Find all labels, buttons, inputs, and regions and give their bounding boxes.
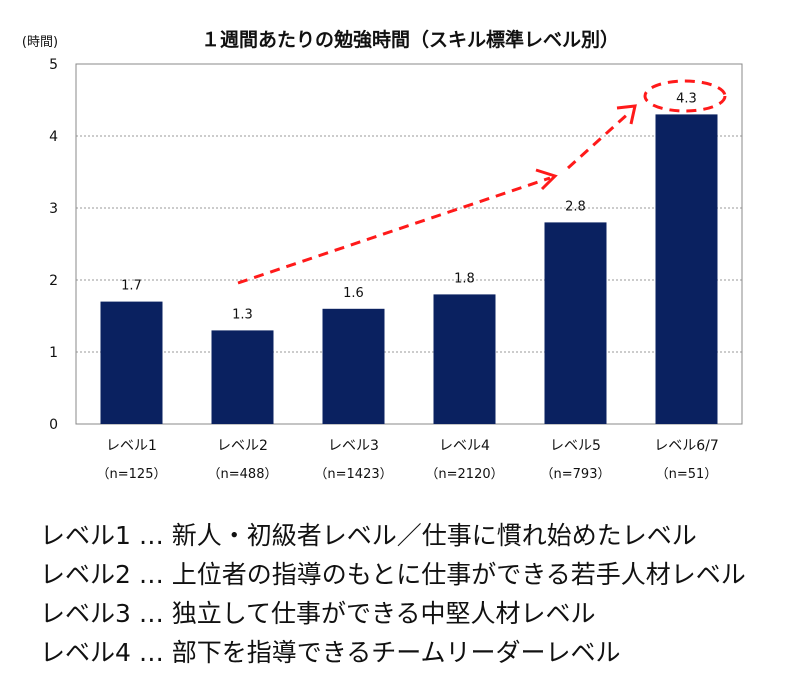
x-tick-label: レベル1 xyxy=(106,438,157,454)
sample-size-label: （n=125） xyxy=(97,467,167,482)
sample-size-label: （n=488） xyxy=(208,467,278,482)
data-label: 1.7 xyxy=(121,279,142,294)
bar xyxy=(544,222,607,424)
x-tick-label: レベル2 xyxy=(217,438,268,454)
x-tick-label: レベル5 xyxy=(550,438,601,454)
x-tick-label: レベル3 xyxy=(328,438,379,454)
bar xyxy=(655,114,718,425)
y-tick-label: 0 xyxy=(49,417,58,433)
sample-size-label: （n=2120） xyxy=(425,467,503,482)
level-note: レベル3 … 独立して仕事ができる中堅人材レベル xyxy=(40,599,596,628)
data-label: 1.3 xyxy=(232,307,253,322)
plot-frame xyxy=(75,63,743,425)
trend-arrow-2 xyxy=(566,110,632,170)
y-tick-label: 3 xyxy=(49,201,58,217)
bar xyxy=(100,301,163,424)
y-tick-label: 2 xyxy=(49,273,58,289)
level-note: レベル4 … 部下を指導できるチームリーダーレベル xyxy=(40,638,621,667)
data-label: 1.6 xyxy=(343,286,364,301)
sample-size-label: （n=51） xyxy=(656,467,718,482)
bar xyxy=(211,330,274,424)
y-axis-label: (時間) xyxy=(22,35,58,50)
data-label: 1.8 xyxy=(454,271,475,286)
level-note: レベル2 … 上位者の指導のもとに仕事ができる若手人材レベル xyxy=(40,560,746,589)
highlight-ellipse xyxy=(643,79,727,113)
sample-size-label: （n=793） xyxy=(541,467,611,482)
arrowhead-2 xyxy=(616,104,637,125)
level-legend: レベル1 … 新人・初級者レベル／仕事に慣れ始めたレベル レベル2 … 上位者の… xyxy=(40,516,746,672)
y-tick-label: 1 xyxy=(49,345,58,361)
sample-size-label: （n=1423） xyxy=(314,467,392,482)
trend-annotation xyxy=(237,79,727,285)
data-label: 4.3 xyxy=(676,91,697,106)
bar xyxy=(433,294,496,424)
level-note: レベル1 … 新人・初級者レベル／仕事に慣れ始めたレベル xyxy=(40,521,697,550)
x-tick-label: レベル6/7 xyxy=(654,438,719,454)
chart-title: １週間あたりの勉強時間（スキル標準レベル別） xyxy=(201,28,619,51)
y-tick-label: 5 xyxy=(49,57,58,73)
data-label: 2.8 xyxy=(565,199,586,214)
x-tick-label: レベル4 xyxy=(439,438,490,454)
y-tick-label: 4 xyxy=(49,129,58,145)
trend-arrow-1 xyxy=(237,176,551,285)
bar xyxy=(322,308,385,424)
arrowhead-1 xyxy=(535,168,558,191)
